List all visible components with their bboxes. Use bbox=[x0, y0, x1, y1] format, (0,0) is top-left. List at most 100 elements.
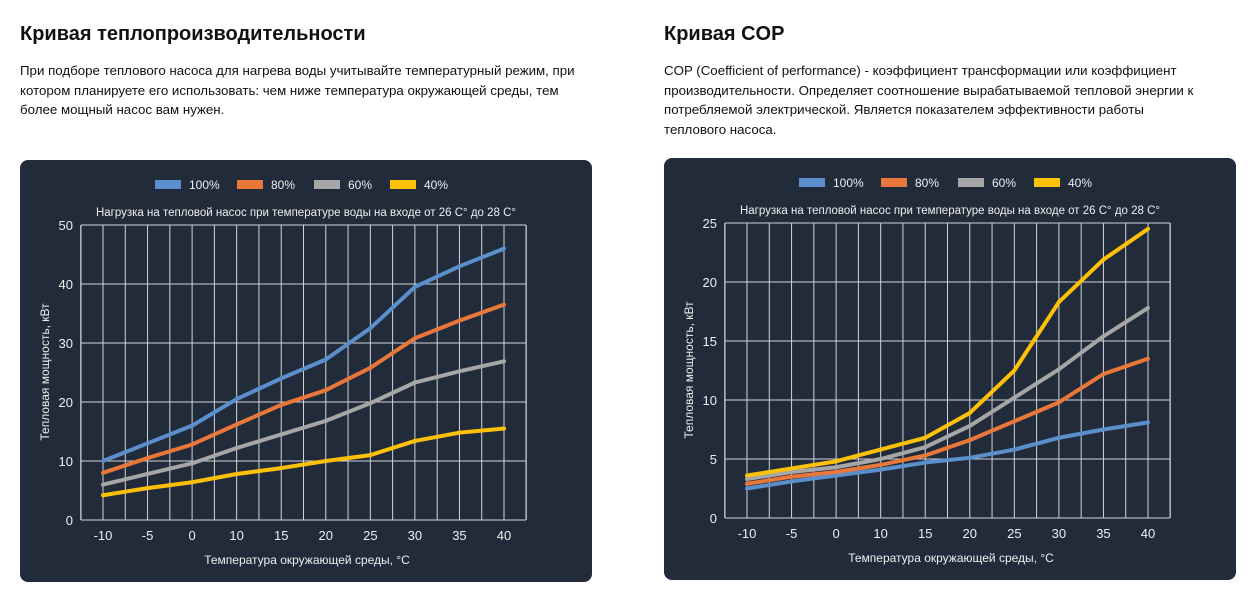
data-point bbox=[368, 365, 373, 370]
chart-svg: 0 5 10 15 20 25 -10 -5 0 10 15 20 25 30 35 40 Нагрузка н… bbox=[682, 176, 1171, 565]
legend-swatch-80pct bbox=[881, 178, 907, 187]
data-point bbox=[190, 461, 195, 466]
legend-swatch-60pct bbox=[958, 178, 984, 187]
x-tick-label: 40 bbox=[497, 528, 511, 543]
data-point bbox=[502, 359, 506, 364]
x-tick-label: 10 bbox=[229, 528, 243, 543]
legend-swatch-100pct bbox=[155, 180, 181, 189]
data-point bbox=[967, 423, 972, 428]
data-point bbox=[190, 480, 195, 485]
y-tick-label: 10 bbox=[59, 454, 73, 469]
series-line-60pct bbox=[102, 359, 505, 487]
data-point bbox=[145, 471, 150, 476]
y-tick-label: 20 bbox=[59, 395, 73, 410]
data-point bbox=[1146, 305, 1150, 310]
data-point bbox=[878, 447, 883, 452]
data-point bbox=[834, 473, 839, 478]
data-point bbox=[323, 388, 328, 393]
y-tick-label: 10 bbox=[703, 393, 717, 408]
data-point bbox=[457, 430, 462, 435]
data-point bbox=[967, 438, 972, 443]
data-point bbox=[234, 422, 239, 427]
x-tick-label: 25 bbox=[363, 528, 377, 543]
chart-title: Нагрузка на тепловой насос при температу… bbox=[740, 205, 1160, 217]
y-tick-label: 0 bbox=[710, 511, 717, 526]
y-tick-label: 40 bbox=[59, 277, 73, 292]
data-point bbox=[457, 318, 462, 323]
y-tick-label: 20 bbox=[703, 275, 717, 290]
x-axis-label: Температура окружающей среды, °C bbox=[204, 553, 410, 567]
data-point bbox=[745, 486, 749, 491]
legend-swatch-40pct bbox=[390, 180, 416, 189]
data-point bbox=[1012, 447, 1017, 452]
x-tick-label: 30 bbox=[408, 528, 422, 543]
data-point bbox=[368, 326, 373, 331]
data-point bbox=[368, 401, 373, 406]
y-tick-label: 0 bbox=[66, 513, 73, 528]
section-description: COP (Coefficient of performance) - коэфф… bbox=[664, 63, 1194, 137]
data-point bbox=[502, 302, 506, 307]
data-point bbox=[279, 432, 284, 437]
data-point bbox=[412, 336, 417, 341]
data-point bbox=[145, 456, 150, 461]
x-tick-label: 15 bbox=[918, 526, 932, 541]
chart-svg: 0 10 20 30 40 50 -10 -5 0 10 15 20 25 30 35 40 Нагрузка … bbox=[38, 178, 527, 567]
data-point bbox=[923, 435, 928, 440]
data-point bbox=[834, 465, 839, 470]
data-point bbox=[279, 466, 284, 471]
y-axis-label: Тепловая мощность, кВт bbox=[682, 301, 696, 439]
y-tick-label: 50 bbox=[59, 218, 73, 233]
data-point bbox=[457, 264, 462, 269]
data-point bbox=[1101, 427, 1106, 432]
x-tick-label: 30 bbox=[1052, 526, 1066, 541]
data-point bbox=[234, 397, 239, 402]
data-point bbox=[101, 470, 105, 475]
x-tick-label: 35 bbox=[452, 528, 466, 543]
heat-output-chart: 0 10 20 30 40 50 -10 -5 0 10 15 20 25 30 35 40 Нагрузка … bbox=[20, 160, 592, 582]
series-line-100pct bbox=[746, 420, 1149, 491]
data-point bbox=[1101, 257, 1106, 262]
series-line-40pct bbox=[746, 227, 1150, 478]
section-title: Кривая COP bbox=[664, 23, 785, 45]
data-point bbox=[923, 445, 928, 450]
x-axis-label: Температура окружающей среды, °C bbox=[848, 551, 1054, 565]
x-tick-label: 10 bbox=[873, 526, 887, 541]
legend-label: 40% bbox=[424, 178, 448, 192]
section-description: При подборе теплового насоса для нагрева… bbox=[20, 63, 575, 117]
y-tick-label: 30 bbox=[59, 336, 73, 351]
series-line-100pct bbox=[102, 246, 505, 463]
legend-label: 100% bbox=[833, 176, 864, 190]
legend-label: 60% bbox=[348, 178, 372, 192]
data-point bbox=[234, 446, 239, 451]
legend-label: 40% bbox=[1068, 176, 1092, 190]
data-point bbox=[323, 418, 328, 423]
legend-label: 80% bbox=[915, 176, 939, 190]
x-tick-label: 0 bbox=[188, 528, 195, 543]
data-point bbox=[101, 459, 105, 463]
data-point bbox=[323, 459, 328, 463]
grid bbox=[80, 224, 527, 521]
x-tick-label: -10 bbox=[738, 526, 757, 541]
data-point bbox=[1056, 300, 1061, 305]
x-tick-label: 25 bbox=[1007, 526, 1021, 541]
data-point bbox=[789, 479, 794, 484]
data-point bbox=[412, 380, 417, 385]
data-point bbox=[967, 410, 972, 415]
data-point bbox=[1012, 368, 1017, 373]
data-point bbox=[789, 469, 794, 474]
data-point bbox=[1146, 226, 1150, 231]
data-point bbox=[101, 493, 105, 498]
series-line-60pct bbox=[746, 306, 1150, 482]
data-point bbox=[1012, 395, 1017, 400]
legend-swatch-100pct bbox=[799, 178, 825, 187]
data-point bbox=[502, 426, 506, 431]
data-point bbox=[457, 369, 462, 374]
y-tick-label: 25 bbox=[703, 216, 717, 231]
data-point bbox=[190, 442, 195, 447]
data-point bbox=[234, 471, 239, 476]
x-tick-label: 15 bbox=[274, 528, 288, 543]
legend-swatch-80pct bbox=[237, 180, 263, 189]
y-axis-label: Тепловая мощность, кВт bbox=[38, 303, 52, 441]
section-title: Кривая теплопроизводительности bbox=[20, 23, 366, 45]
legend-label: 60% bbox=[992, 176, 1016, 190]
